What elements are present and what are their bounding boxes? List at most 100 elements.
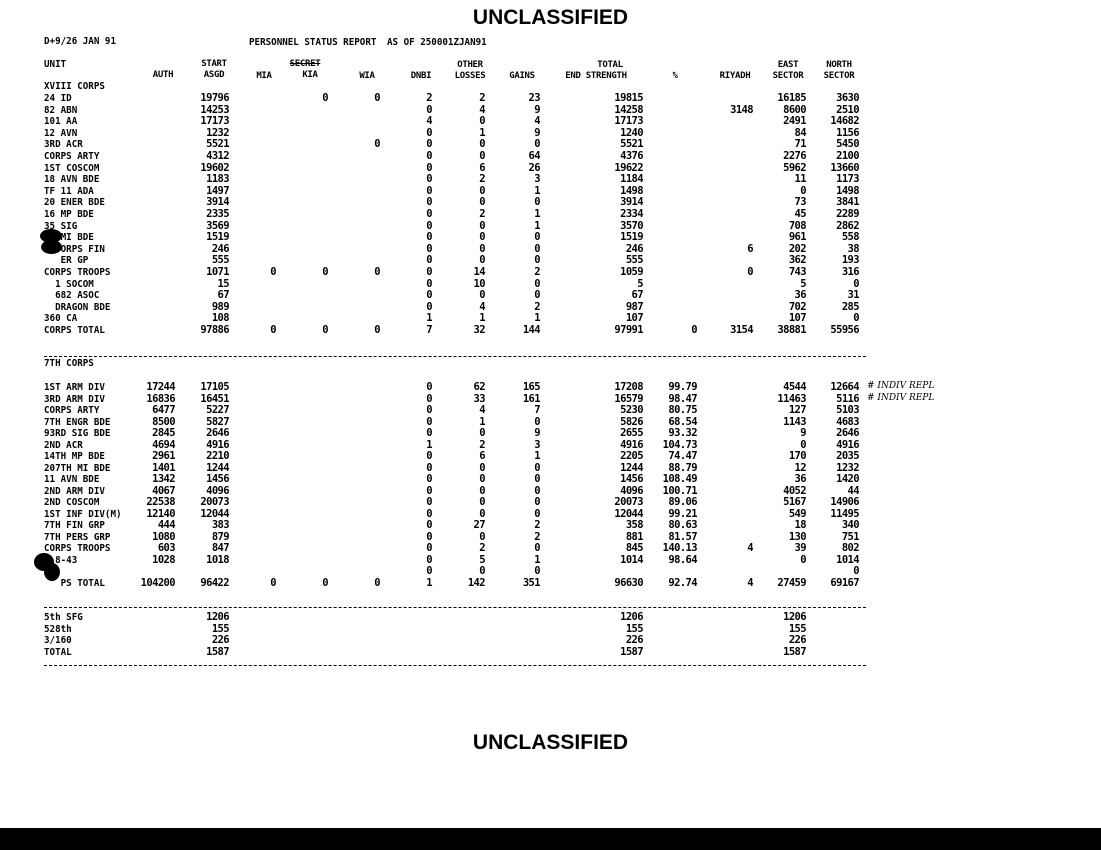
cell-other-losses: 0 xyxy=(479,138,485,151)
cell-asgd: 1497 xyxy=(206,184,229,197)
cell-dnbi: 0 xyxy=(426,404,432,416)
cell-asgd: 17173 xyxy=(200,115,229,128)
redaction-mark xyxy=(40,229,62,243)
cell-dnbi: 1 xyxy=(426,312,432,325)
cell-east-sector: 4052 xyxy=(783,484,806,497)
unit-name: 8-43 xyxy=(44,554,78,566)
cell-east-sector: 961 xyxy=(788,231,807,244)
cell-gains: 4 xyxy=(534,115,540,128)
cell-gains: 144 xyxy=(522,324,541,336)
cell-other-losses: 0 xyxy=(479,530,485,543)
cell-asgd: 555 xyxy=(211,254,230,267)
cell-east-sector: 127 xyxy=(788,404,807,416)
cell-other-losses: 0 xyxy=(479,219,485,232)
cell-end-strength: 97991 xyxy=(614,324,643,336)
cell-asgd: 246 xyxy=(211,242,230,255)
cell-gains: 1 xyxy=(534,312,540,325)
cell-gains: 7 xyxy=(534,404,540,416)
unit-name: TOTAL xyxy=(44,646,72,658)
cell-asgd: 989 xyxy=(211,300,230,313)
unit-name: 3RD ARM DIV xyxy=(44,393,105,405)
cell-auth: 17244 xyxy=(146,381,175,393)
cell-other-losses: 1 xyxy=(479,312,485,325)
unit-name: 3/160 xyxy=(44,635,72,646)
cell-east-sector: 71 xyxy=(794,138,807,151)
cell-east-sector: 1587 xyxy=(783,645,806,658)
cell-north-sector: 1232 xyxy=(836,461,859,474)
cell-end-strength: 987 xyxy=(625,300,644,313)
cell-end-strength: 16579 xyxy=(614,392,643,405)
cell-pct: 89.06 xyxy=(668,496,697,508)
cell-gains: 351 xyxy=(522,576,541,589)
cell-auth: 1080 xyxy=(152,530,175,543)
cell-dnbi: 0 xyxy=(426,161,432,174)
cell-end-strength: 67 xyxy=(631,289,644,302)
cell-dnbi: 0 xyxy=(426,219,432,232)
cell-east-sector: 2276 xyxy=(783,150,806,162)
cell-pct: 99.79 xyxy=(668,381,697,393)
cell-dnbi: 7 xyxy=(426,324,432,336)
cell-east-sector: 11 xyxy=(794,173,807,186)
cell-end-strength: 2205 xyxy=(620,450,643,462)
cell-asgd: 108 xyxy=(211,312,230,325)
cell-pct: 81.57 xyxy=(668,530,697,543)
unit-name: 20 ENER BDE xyxy=(44,197,105,209)
unit-name: 12 AVN xyxy=(44,127,78,139)
section-divider xyxy=(44,356,866,357)
cell-end-strength: 1059 xyxy=(620,266,643,278)
cell-asgd: 155 xyxy=(211,622,230,635)
cell-gains: 0 xyxy=(534,473,540,485)
cell-end-strength: 5 xyxy=(637,277,643,290)
cell-end-strength: 358 xyxy=(625,519,644,531)
cell-auth: 16836 xyxy=(146,392,175,405)
cell-east-sector: 73 xyxy=(794,196,807,209)
cell-pct: 93.32 xyxy=(668,427,697,439)
cell-riyadh: 6 xyxy=(747,242,753,255)
cell-gains: 2 xyxy=(534,266,540,278)
cell-north-sector: 12664 xyxy=(830,381,859,393)
unit-name: 93RD SIG BDE xyxy=(44,428,111,439)
cell-gains: 0 xyxy=(534,196,540,209)
cell-gains: 0 xyxy=(534,138,540,151)
cell-north-sector: 2035 xyxy=(836,450,859,462)
cell-dnbi: 0 xyxy=(426,277,432,290)
cell-asgd: 12044 xyxy=(200,507,229,520)
cell-auth: 8500 xyxy=(152,415,175,428)
cell-north-sector: 38 xyxy=(847,242,860,255)
cell-asgd: 2335 xyxy=(206,208,229,220)
cell-kia: 0 xyxy=(322,576,328,589)
cell-dnbi: 0 xyxy=(426,208,432,220)
cell-other-losses: 142 xyxy=(467,576,486,589)
cell-north-sector: 3841 xyxy=(836,196,859,209)
cell-north-sector: 11495 xyxy=(830,507,859,520)
cell-dnbi: 0 xyxy=(426,427,432,439)
cell-asgd: 1244 xyxy=(206,461,229,474)
cell-east-sector: 155 xyxy=(788,622,807,635)
cell-asgd: 97886 xyxy=(200,324,229,336)
cell-asgd: 1206 xyxy=(206,611,229,623)
cell-dnbi: 0 xyxy=(426,542,432,554)
cell-asgd: 2210 xyxy=(206,450,229,462)
cell-north-sector: 4916 xyxy=(836,438,859,451)
cell-other-losses: 2 xyxy=(479,438,485,451)
cell-other-losses: 4 xyxy=(479,404,485,416)
cell-auth: 1342 xyxy=(152,473,175,485)
cell-dnbi: 0 xyxy=(426,266,432,278)
cell-auth: 2845 xyxy=(152,427,175,439)
cell-end-strength: 5521 xyxy=(620,138,643,151)
cell-gains: 2 xyxy=(534,530,540,543)
section-title-7th-corps: 7TH CORPS xyxy=(44,358,94,369)
cell-end-strength: 3570 xyxy=(620,219,643,232)
cell-north-sector: 5450 xyxy=(836,138,859,151)
cell-other-losses: 10 xyxy=(473,277,486,290)
header-wia: WIA xyxy=(359,71,375,81)
unit-name: 82 ABN xyxy=(44,104,78,116)
cell-other-losses: 6 xyxy=(479,161,485,174)
cell-other-losses: 2 xyxy=(479,173,485,186)
cell-east-sector: 1206 xyxy=(783,611,806,623)
unit-name: 2ND COSCOM xyxy=(44,497,100,508)
unit-name: CORPS TROOPS xyxy=(44,267,111,278)
cell-asgd: 1519 xyxy=(206,231,229,244)
cell-north-sector: 2100 xyxy=(836,150,859,162)
cell-east-sector: 5167 xyxy=(783,496,806,508)
